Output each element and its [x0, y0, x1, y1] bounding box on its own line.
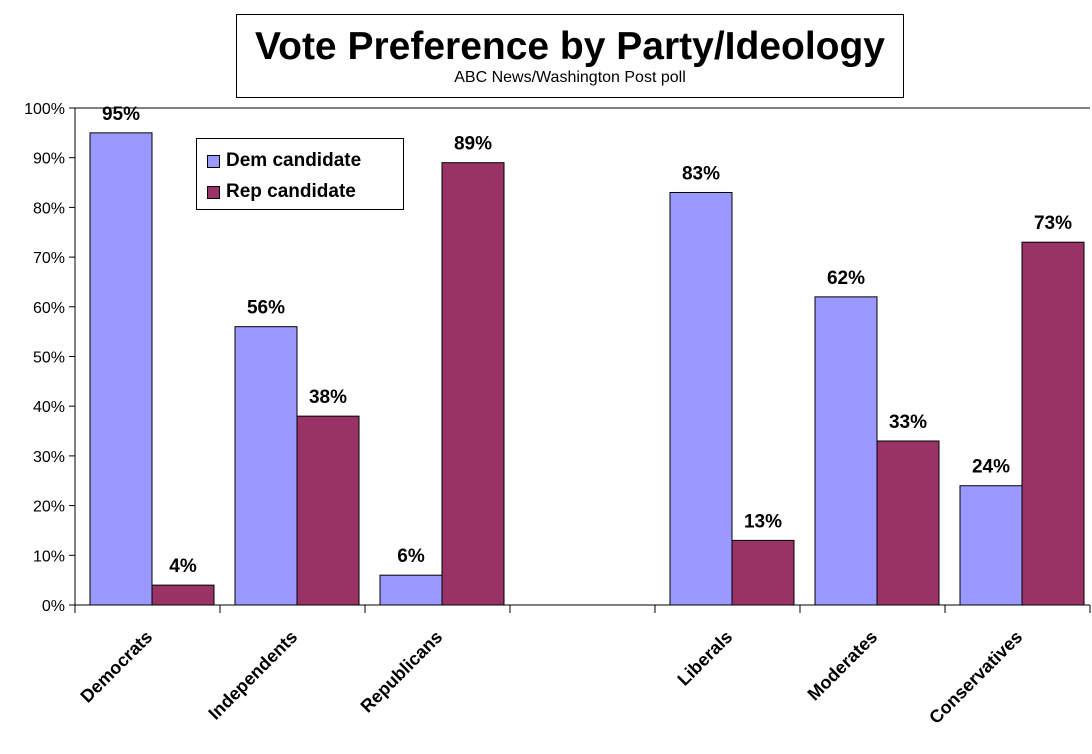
bar-dem-liberals — [669, 191, 733, 606]
value-label-rep: 38% — [309, 387, 347, 408]
legend-label-rep: Rep candidate — [226, 181, 356, 202]
bar-rep-democrats — [151, 584, 215, 606]
value-label-rep: 4% — [169, 556, 197, 577]
bar-dem-moderates — [814, 296, 878, 606]
legend-swatch-dem — [207, 154, 220, 168]
value-label-dem: 95% — [102, 104, 140, 125]
bar-rep-independents — [296, 415, 360, 606]
x-tick-label: Republicans — [357, 627, 447, 717]
legend-swatch-rep — [207, 185, 220, 199]
chart-bars — [89, 132, 1085, 606]
x-tick-label: Conservatives — [925, 627, 1026, 728]
x-tick-label: Democrats — [76, 627, 156, 707]
y-tick-label: 50% — [33, 350, 65, 367]
value-label-rep: 33% — [889, 412, 927, 433]
y-tick-label: 80% — [33, 200, 65, 217]
chart-title: Vote Preference by Party/Ideology — [255, 25, 885, 68]
value-label-rep: 89% — [454, 134, 492, 155]
chart-legend: Dem candidate Rep candidate — [196, 138, 404, 210]
y-tick-label: 90% — [33, 151, 65, 168]
y-tick-label: 60% — [33, 300, 65, 317]
value-label-dem: 24% — [972, 457, 1010, 478]
value-label-dem: 6% — [397, 546, 425, 567]
value-label-dem: 83% — [682, 163, 720, 184]
x-tick-label: Independents — [204, 627, 301, 724]
y-tick-label: 30% — [33, 449, 65, 466]
y-tick-label: 40% — [33, 399, 65, 416]
chart-subtitle: ABC News/Washington Post poll — [454, 69, 686, 86]
y-tick-label: 0% — [42, 598, 65, 615]
bar-dem-democrats — [89, 132, 153, 606]
bar-rep-moderates — [876, 440, 940, 606]
chart-axes: 0% 10% 20% 30% 40% 50% 60% 70% 80% 90% 100% — [24, 101, 1091, 615]
value-label-rep: 13% — [744, 511, 782, 532]
chart-category-labels: Democrats Independents Republicans Liberals… — [76, 627, 1026, 728]
legend-label-dem: Dem candidate — [226, 150, 362, 171]
bar-dem-republicans — [379, 574, 443, 606]
value-label-rep: 73% — [1034, 213, 1072, 234]
legend-item-dem: Dem candidate — [207, 150, 361, 172]
y-tick-label: 70% — [33, 250, 65, 267]
x-tick-label: Liberals — [673, 627, 736, 690]
y-tick-label: 10% — [33, 548, 65, 565]
bar-rep-conservatives — [1021, 241, 1085, 606]
x-tick-label: Moderates — [804, 627, 882, 705]
bar-rep-republicans — [441, 162, 505, 606]
legend-item-rep: Rep candidate — [207, 181, 356, 203]
y-tick-label: 100% — [24, 101, 65, 118]
bar-rep-liberals — [731, 539, 795, 606]
chart-value-labels: 95% 4% 56% 38% 6% 89% 83% 13% 62% 33% 24% 73% — [102, 104, 1072, 577]
value-label-dem: 56% — [247, 298, 285, 319]
value-label-dem: 62% — [827, 268, 865, 289]
chart-title-box: Vote Preference by Party/Ideology ABC Ne… — [236, 14, 904, 98]
bar-dem-conservatives — [959, 485, 1023, 606]
bar-dem-independents — [234, 326, 298, 606]
y-tick-label: 20% — [33, 499, 65, 516]
